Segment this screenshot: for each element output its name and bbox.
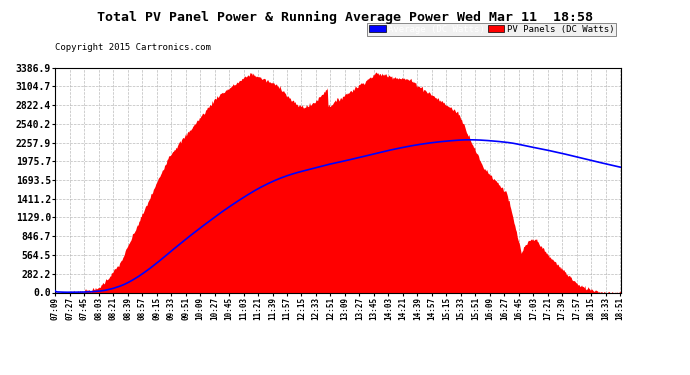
Text: Copyright 2015 Cartronics.com: Copyright 2015 Cartronics.com <box>55 43 211 52</box>
Legend: Average (DC Watts), PV Panels (DC Watts): Average (DC Watts), PV Panels (DC Watts) <box>367 22 616 36</box>
Text: Total PV Panel Power & Running Average Power Wed Mar 11  18:58: Total PV Panel Power & Running Average P… <box>97 11 593 24</box>
